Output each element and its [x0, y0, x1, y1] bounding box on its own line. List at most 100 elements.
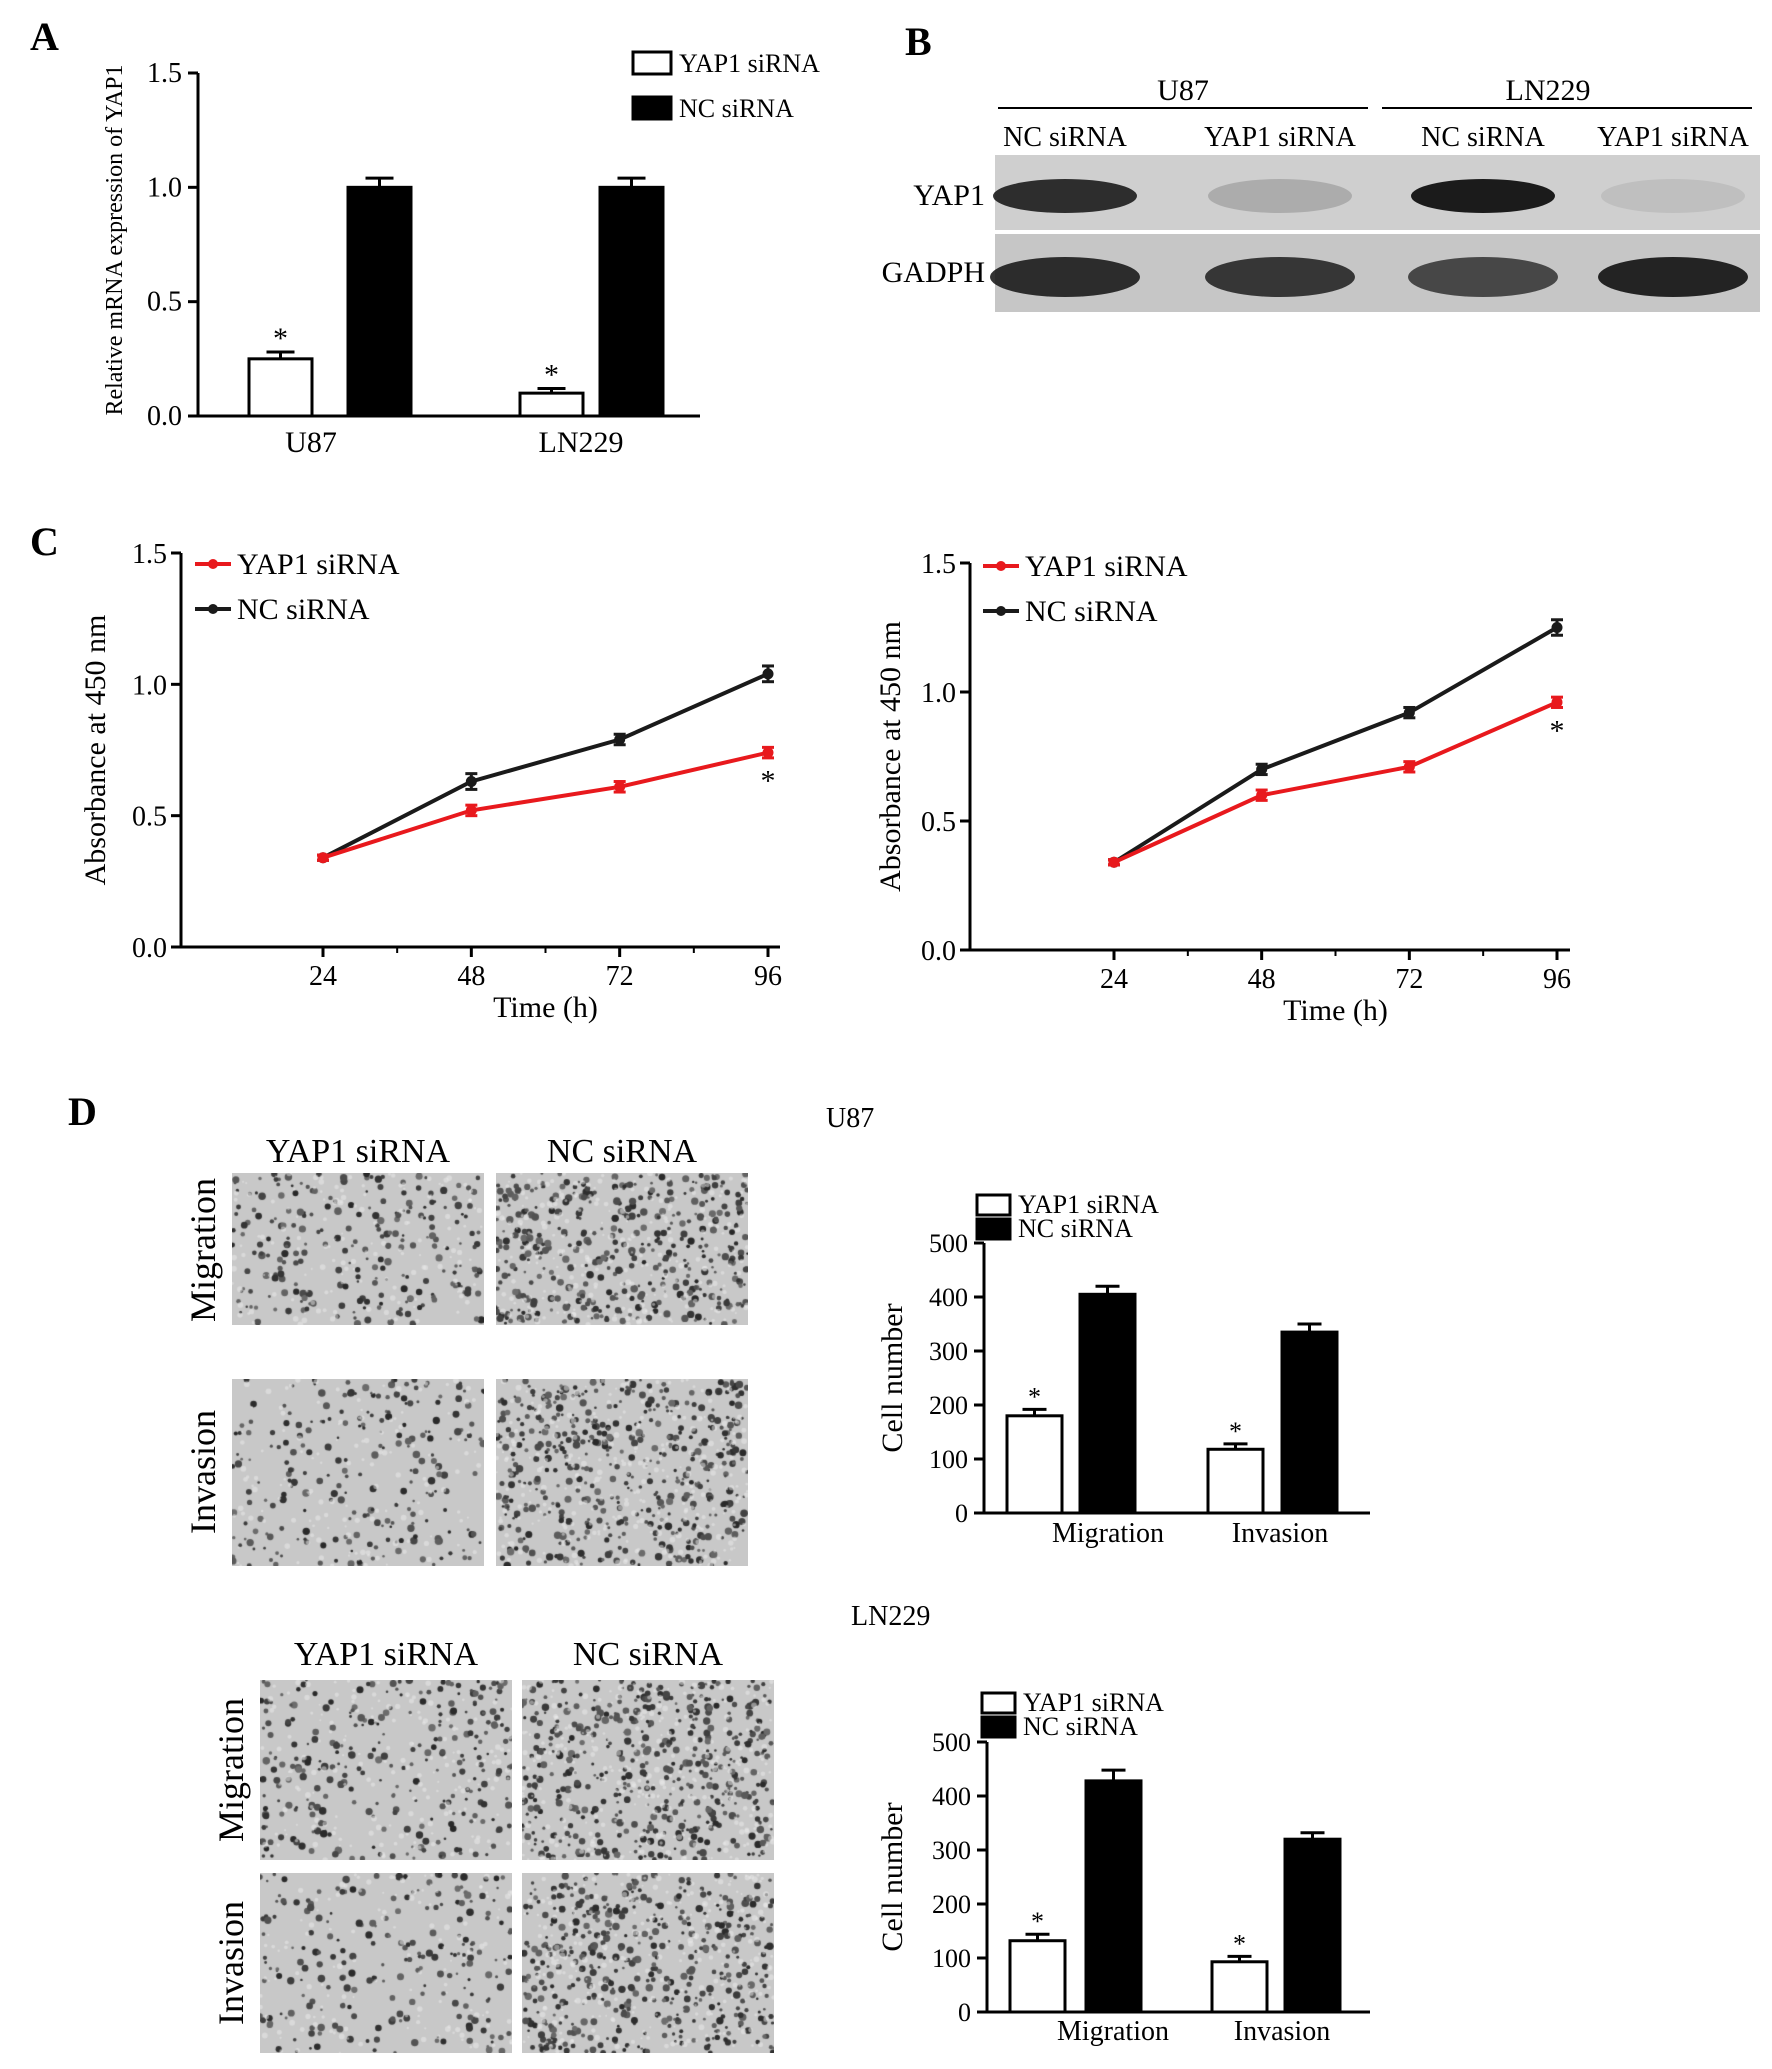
blot-lane-label: NC siRNA: [1003, 122, 1127, 153]
legend-marker: [208, 559, 218, 569]
data-point: [1256, 789, 1268, 801]
x-tick-label: 48: [1248, 964, 1276, 995]
legend-marker: [996, 606, 1006, 616]
chart-title: LN229: [851, 1601, 930, 1632]
blot-lane-label: YAP1 siRNA: [1597, 122, 1749, 153]
y-tick-label: 500: [929, 1229, 968, 1258]
micrograph-row-label: Migration: [183, 1178, 223, 1322]
blot-lane-label: YAP1 siRNA: [1204, 122, 1356, 153]
blot-band-gadph: [1408, 257, 1558, 297]
chart-d-ln229: 0 100 200 300 400 500 Migration Invasion * * Cell …: [851, 1601, 1370, 2047]
data-point: [465, 804, 477, 816]
blot-band-yap1: [1411, 179, 1555, 213]
x-category-label: Migration: [1057, 2016, 1169, 2047]
micrograph-u87-nc-migration: [496, 1173, 748, 1325]
bar: [1005, 1414, 1064, 1515]
x-category-label: Migration: [1052, 1518, 1164, 1549]
blot-band-gadph: [1598, 257, 1748, 297]
legend-label: YAP1 siRNA: [1023, 1688, 1164, 1717]
blot-strip-yap1: [995, 155, 1760, 230]
y-tick-label: 400: [932, 1782, 971, 1811]
bar: [1210, 1960, 1269, 2014]
data-point: [1108, 856, 1120, 868]
y-tick-label: 300: [932, 1836, 971, 1865]
bar: [598, 185, 665, 418]
legend-swatch: [980, 1715, 1017, 1739]
micrograph-row-label: Invasion: [211, 1901, 251, 2025]
y-axis-label: Cell number: [876, 1802, 909, 1951]
micrograph-column-label: YAP1 siRNA: [294, 1636, 479, 1673]
data-point: [1551, 622, 1563, 633]
legend-label: YAP1 siRNA: [1018, 1190, 1159, 1219]
significance-marker: *: [1031, 1907, 1044, 1936]
micrograph-row-label: Migration: [211, 1698, 251, 1842]
legend-marker: [208, 604, 218, 614]
y-tick-label: 1.0: [132, 670, 167, 701]
micrograph-u87-nc-invasion: [496, 1379, 748, 1566]
y-tick-label: 1.5: [132, 539, 167, 570]
chart-a: 0.0 0.5 1.0 1.5 U87 LN229 * * Relative mRNA expr…: [102, 49, 820, 459]
y-tick-label: 0.5: [132, 802, 167, 833]
bar: [518, 391, 585, 418]
blot-strip-gadph: [995, 234, 1760, 312]
x-category-label: U87: [285, 426, 337, 459]
bar: [1084, 1779, 1143, 2014]
bar: [1078, 1292, 1137, 1515]
x-axis-label: Time (h): [493, 991, 598, 1024]
significance-marker: *: [1550, 714, 1565, 747]
blot-band-yap1: [1601, 179, 1745, 213]
legend-label: NC siRNA: [1025, 595, 1158, 628]
x-tick-label: 24: [309, 961, 337, 992]
blot-group-label-ln229: LN229: [1506, 74, 1591, 107]
series-line: [322, 750, 769, 860]
x-category-label: Invasion: [1234, 2016, 1330, 2047]
series-line: [322, 671, 769, 860]
chart-c-left: 0.0 0.5 1.0 1.5 24 48 72 96 Time (h) Absorbance a…: [79, 539, 782, 1024]
legend-swatch: [631, 50, 673, 76]
data-point: [465, 776, 477, 788]
x-category-label: Invasion: [1232, 1518, 1328, 1549]
panel-letter-d: D: [68, 1089, 97, 1134]
y-axis-label: Cell number: [876, 1303, 909, 1452]
data-point: [614, 781, 626, 793]
y-tick-label: 200: [932, 1890, 971, 1919]
significance-marker: *: [273, 322, 288, 355]
legend-marker: [996, 561, 1006, 571]
y-axis-label: Absorbance at 450 nm: [79, 615, 112, 886]
y-axis-label: Relative mRNA expression of YAP1: [102, 64, 128, 415]
blot-band-yap1: [993, 179, 1137, 213]
data-point: [1403, 761, 1415, 773]
blot-band-gadph: [1205, 257, 1355, 297]
blot-lane-label: NC siRNA: [1421, 122, 1545, 153]
series-line: [1112, 625, 1558, 864]
bar: [1280, 1330, 1339, 1515]
significance-marker: *: [761, 765, 776, 798]
legend-label: YAP1 siRNA: [237, 548, 400, 581]
chart-c-right: 0.0 0.5 1.0 1.5 24 48 72 96 Time (h) Absorbance a…: [874, 549, 1571, 1027]
data-point: [1551, 696, 1563, 708]
y-tick-label: 100: [929, 1445, 968, 1474]
blot-band-yap1: [1208, 179, 1352, 213]
bar: [1008, 1939, 1067, 2014]
x-tick-label: 96: [754, 961, 782, 992]
legend-label: YAP1 siRNA: [1025, 550, 1188, 583]
y-tick-label: 0.0: [132, 933, 167, 964]
micrograph-u87-yap1-migration: [232, 1173, 484, 1325]
data-point: [317, 852, 329, 864]
y-tick-label: 1.5: [921, 549, 956, 580]
bar: [1206, 1447, 1265, 1515]
significance-marker: *: [1233, 1929, 1246, 1958]
x-tick-label: 24: [1100, 964, 1128, 995]
bar: [346, 185, 413, 418]
data-point: [1256, 763, 1268, 775]
y-tick-label: 1.5: [147, 58, 182, 89]
legend-swatch: [975, 1193, 1012, 1217]
micrograph-ln229-nc-migration: [522, 1680, 774, 1860]
micrograph-ln229-yap1-invasion: [260, 1873, 512, 2053]
y-tick-label: 500: [932, 1728, 971, 1757]
x-axis-label: Time (h): [1283, 994, 1388, 1027]
legend-swatch: [975, 1217, 1012, 1241]
chart-title: U87: [826, 1103, 874, 1134]
x-tick-label: 72: [606, 961, 634, 992]
data-point: [1403, 707, 1415, 719]
